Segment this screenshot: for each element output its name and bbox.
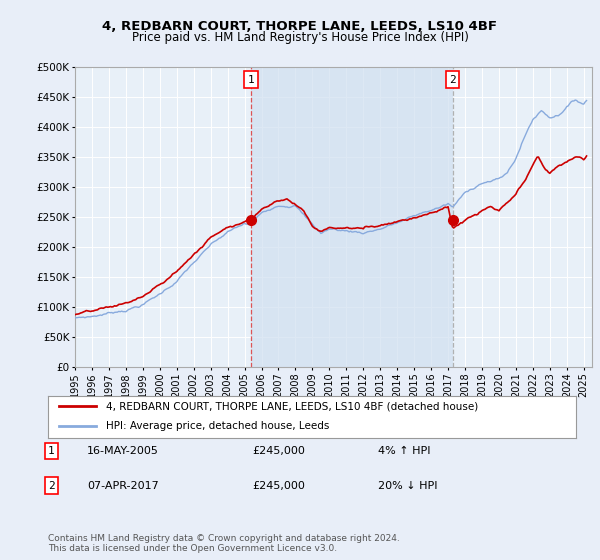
Text: 07-APR-2017: 07-APR-2017 xyxy=(87,480,159,491)
Text: Price paid vs. HM Land Registry's House Price Index (HPI): Price paid vs. HM Land Registry's House … xyxy=(131,31,469,44)
Text: £245,000: £245,000 xyxy=(252,480,305,491)
Text: 20% ↓ HPI: 20% ↓ HPI xyxy=(378,480,437,491)
Text: Contains HM Land Registry data © Crown copyright and database right 2024.
This d: Contains HM Land Registry data © Crown c… xyxy=(48,534,400,553)
Text: £245,000: £245,000 xyxy=(252,446,305,456)
Text: 4, REDBARN COURT, THORPE LANE, LEEDS, LS10 4BF (detached house): 4, REDBARN COURT, THORPE LANE, LEEDS, LS… xyxy=(106,402,478,412)
Bar xyxy=(251,67,452,367)
Text: 4% ↑ HPI: 4% ↑ HPI xyxy=(378,446,431,456)
Text: 1: 1 xyxy=(48,446,55,456)
Text: 2: 2 xyxy=(449,75,456,85)
Text: 2: 2 xyxy=(48,480,55,491)
Text: 4, REDBARN COURT, THORPE LANE, LEEDS, LS10 4BF: 4, REDBARN COURT, THORPE LANE, LEEDS, LS… xyxy=(103,20,497,34)
Text: 1: 1 xyxy=(247,75,254,85)
Text: 16-MAY-2005: 16-MAY-2005 xyxy=(87,446,159,456)
Text: HPI: Average price, detached house, Leeds: HPI: Average price, detached house, Leed… xyxy=(106,421,329,431)
